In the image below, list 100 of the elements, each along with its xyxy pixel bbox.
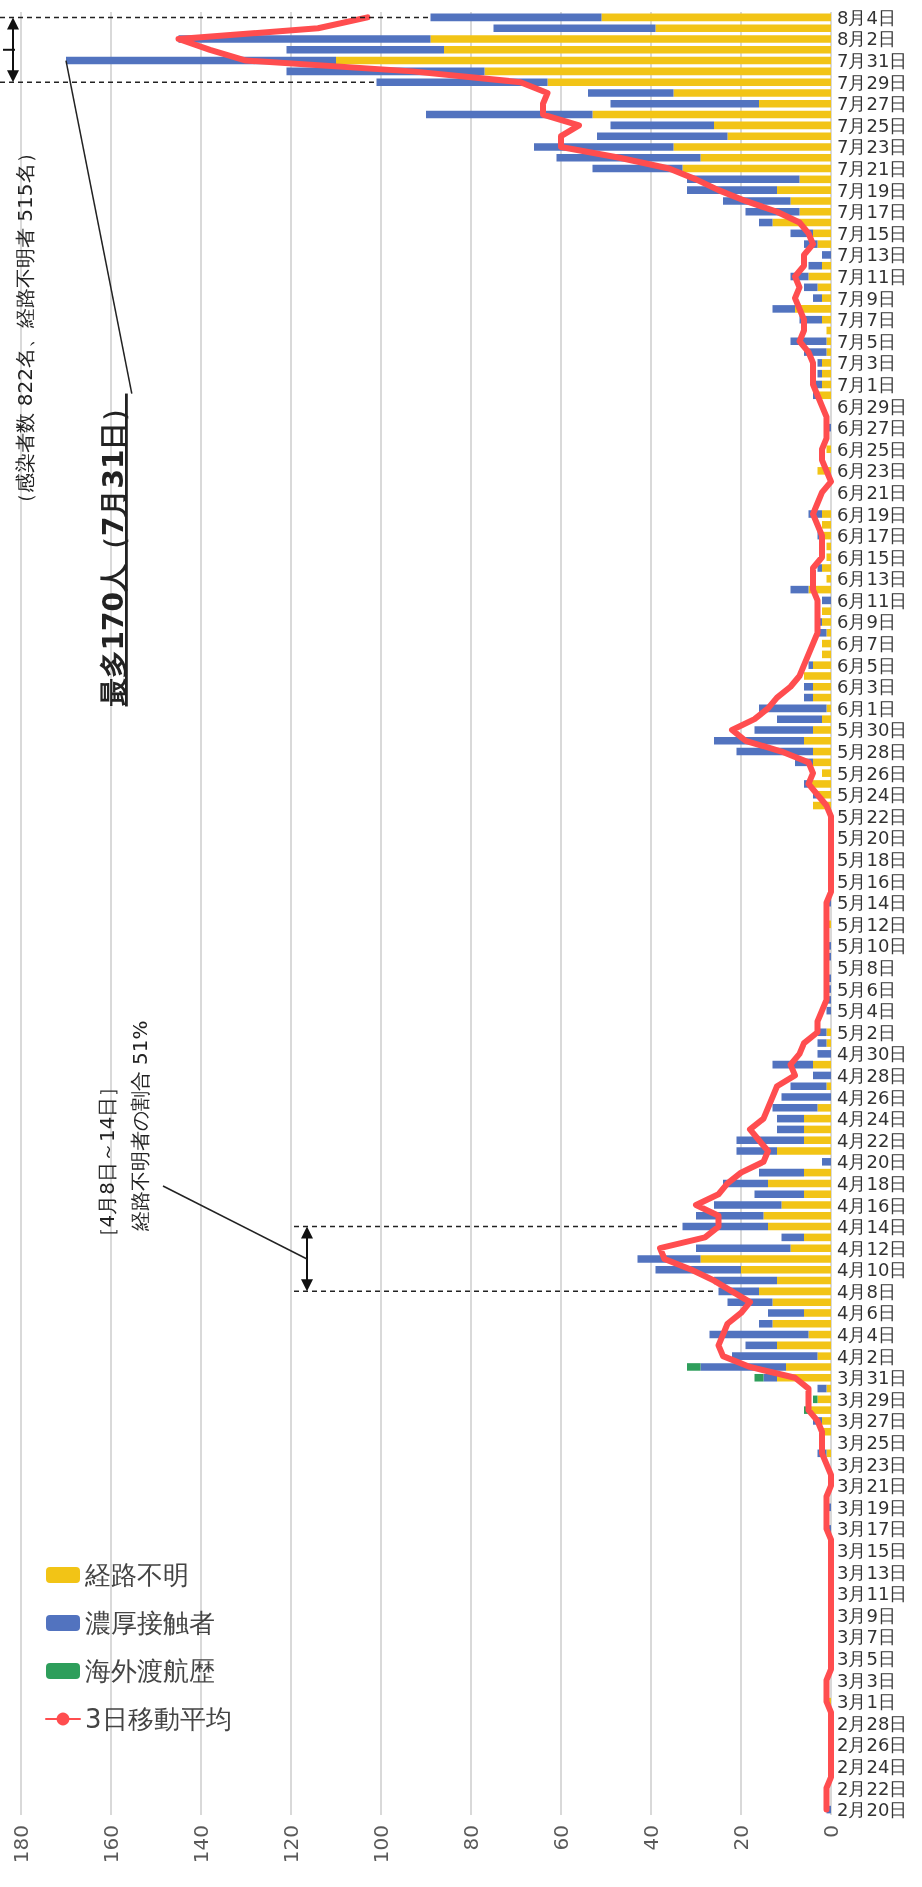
bar [772, 1298, 831, 1306]
bar [822, 294, 831, 302]
bar [768, 1222, 831, 1231]
bar [822, 769, 831, 777]
y-tick-label: 5月16日 [837, 870, 908, 892]
y-tick-label: 2月28日 [837, 1712, 908, 1734]
x-tick-label: 160 [99, 1825, 123, 1864]
bar [772, 1319, 831, 1328]
bar [804, 1114, 831, 1123]
y-tick-label: 8月4日 [837, 6, 896, 28]
y-tick-label: 5月24日 [837, 784, 908, 806]
y-tick-label: 4月12日 [837, 1237, 908, 1259]
bar [673, 89, 831, 97]
bar [826, 348, 831, 356]
bar [804, 1125, 831, 1134]
bar [790, 585, 809, 594]
bar [768, 1309, 804, 1317]
y-tick-label: 7月9日 [837, 287, 896, 309]
x-tick-label: 100 [369, 1825, 393, 1864]
y-tick-label: 5月2日 [837, 1021, 896, 1043]
y-tick-label: 5月18日 [837, 849, 908, 871]
bar [799, 175, 831, 184]
y-tick-label: 6月13日 [837, 568, 908, 590]
bar [592, 110, 831, 119]
bar [759, 218, 773, 227]
bar [822, 251, 831, 259]
annotation: ［4月8日～14日］ [94, 1076, 119, 1248]
bar [781, 1201, 831, 1209]
x-tick-label: 80 [459, 1825, 483, 1851]
y-tick-label: 5月4日 [837, 1000, 896, 1022]
bar [813, 294, 822, 302]
bar [826, 1039, 831, 1047]
bar [687, 1363, 701, 1371]
bar [804, 1136, 831, 1144]
x-tick-label: 60 [549, 1825, 573, 1851]
bar [822, 1158, 831, 1166]
bar [813, 229, 831, 238]
y-tick-label: 5月22日 [837, 805, 908, 827]
bar [808, 272, 831, 281]
y-tick-label: 4月10日 [837, 1259, 908, 1281]
bar [588, 89, 674, 97]
bar [822, 607, 831, 615]
bar [822, 639, 831, 648]
y-tick-label: 7月5日 [837, 330, 896, 352]
y-tick-label: 7月1日 [837, 373, 896, 395]
bar [826, 553, 831, 561]
bar [430, 35, 831, 43]
y-tick-label: 7月31日 [837, 50, 908, 72]
bar [741, 1266, 831, 1274]
bar [714, 1201, 782, 1209]
y-tick-label: 4月26日 [837, 1086, 908, 1108]
bar [826, 1028, 831, 1037]
bar [286, 46, 444, 54]
y-tick-label: 6月29日 [837, 395, 908, 417]
x-tick-label: 140 [189, 1825, 213, 1864]
bar [759, 1287, 831, 1296]
y-tick-label: 6月27日 [837, 417, 908, 439]
bar [444, 46, 831, 54]
bar [790, 1244, 831, 1252]
bar [700, 153, 831, 162]
y-tick-label: 6月17日 [837, 525, 908, 547]
y-tick-label: 7月15日 [837, 222, 908, 244]
y-tick-label: 6月5日 [837, 654, 896, 676]
bar [822, 510, 831, 518]
y-tick-label: 4月8日 [837, 1280, 896, 1302]
y-tick-label: 6月3日 [837, 676, 896, 698]
y-tick-label: 5月20日 [837, 827, 908, 849]
bar [817, 359, 822, 367]
bar [813, 1071, 831, 1080]
y-tick-label: 7月3日 [837, 352, 896, 374]
annotation: （感染者数 822名、経路不明者 515名） [12, 143, 37, 513]
y-tick-label: 5月30日 [837, 719, 908, 741]
y-tick-label: 7月13日 [837, 244, 908, 266]
bar [826, 445, 831, 454]
y-tick-label: 3月7日 [837, 1626, 896, 1648]
y-tick-label: 5月14日 [837, 892, 908, 914]
y-tick-label: 7月29日 [837, 71, 908, 93]
bar [813, 1060, 831, 1069]
bar [813, 661, 831, 669]
bar [813, 726, 831, 734]
y-tick-label: 7月27日 [837, 93, 908, 115]
y-tick-label: 2月22日 [837, 1777, 908, 1799]
y-tick-label: 4月30日 [837, 1043, 908, 1065]
bar [781, 1233, 804, 1242]
bar [822, 315, 831, 324]
bar [804, 1309, 831, 1317]
bar [777, 1114, 804, 1123]
y-tick-label: 7月11日 [837, 266, 908, 288]
bar [610, 121, 714, 130]
bar [804, 683, 813, 691]
y-tick-label: 6月7日 [837, 633, 896, 655]
bar [822, 380, 831, 389]
bar [732, 1352, 818, 1360]
x-tick-label: 0 [819, 1825, 843, 1838]
bar [813, 758, 831, 767]
y-tick-label: 4月18日 [837, 1172, 908, 1194]
bar [777, 186, 831, 194]
legend-label: 濃厚接触者 [85, 1608, 215, 1638]
y-tick-label: 3月23日 [837, 1453, 908, 1475]
x-tick-label: 180 [9, 1825, 33, 1864]
